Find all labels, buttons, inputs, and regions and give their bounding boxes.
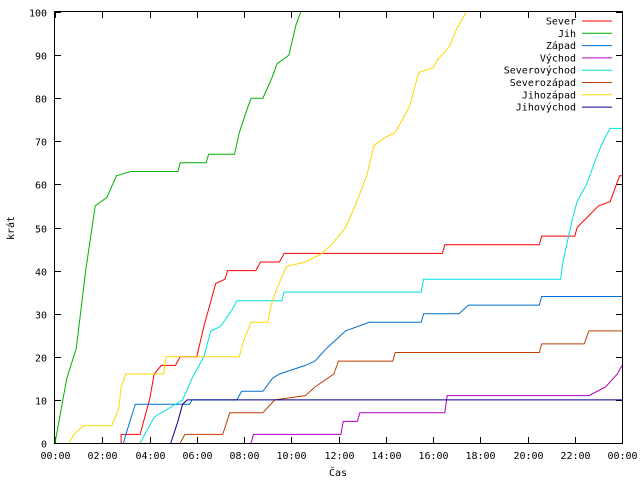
x-tick-label: 14:00: [371, 451, 401, 462]
y-tick-label: 70: [35, 138, 47, 149]
y-tick-label: 90: [35, 52, 47, 63]
series-group: [54, 11, 623, 444]
y-tick-label: 0: [41, 440, 47, 451]
x-tick-label: 00:00: [607, 451, 637, 462]
y-tick-label: 50: [35, 225, 47, 236]
x-tick-label: 18:00: [465, 451, 495, 462]
plot-frame: [54, 11, 623, 444]
y-tick-label: 20: [35, 354, 47, 365]
x-tick-label: 12:00: [324, 451, 354, 462]
series-line-5: [139, 127, 622, 444]
x-axis: 00:00 02:00 04:00 06:00 08:00 10:00 12:00 14:00…: [40, 12, 638, 462]
legend-label: Jihozápad: [522, 89, 576, 101]
series-line-7: [68, 11, 467, 444]
legend-label: Západ: [546, 40, 576, 52]
y-axis: 0 10 20 30 40 50 60 70 80 90 100: [29, 9, 622, 451]
legend-label: Sever: [546, 17, 576, 28]
x-tick-label: 02:00: [87, 451, 117, 462]
legend-label: Jih: [558, 29, 576, 40]
y-tick-label: 30: [35, 311, 47, 322]
series-line-8: [170, 399, 622, 444]
series-line-2: [54, 11, 302, 444]
y-tick-label: 100: [29, 9, 47, 20]
y-tick-label: 80: [35, 95, 47, 106]
x-tick-label: 00:00: [40, 451, 70, 462]
legend-label: Severovýchod: [504, 65, 576, 77]
legend-label: Jihovýchod: [516, 102, 576, 114]
y-tick-label: 10: [35, 397, 47, 408]
series-line-3: [123, 296, 622, 444]
y-tick-label: 40: [35, 268, 47, 279]
x-axis-label: Čas: [329, 466, 347, 479]
x-tick-label: 06:00: [182, 451, 212, 462]
x-tick-label: 22:00: [560, 451, 590, 462]
y-tick-label: 60: [35, 181, 47, 192]
x-tick-label: 20:00: [513, 451, 543, 462]
x-tick-label: 04:00: [135, 451, 165, 462]
legend: SeverJihZápadVýchodSeverovýchodSeverozáp…: [504, 17, 612, 114]
x-tick-label: 16:00: [418, 451, 448, 462]
x-tick-label: 10:00: [276, 451, 306, 462]
x-tick-label: 08:00: [229, 451, 259, 462]
series-line-4: [250, 365, 623, 444]
series-line-1: [120, 175, 622, 443]
series-line-6: [179, 330, 622, 444]
y-axis-label: krát: [5, 216, 17, 240]
legend-label: Východ: [540, 52, 576, 64]
legend-label: Severozápad: [510, 77, 576, 89]
